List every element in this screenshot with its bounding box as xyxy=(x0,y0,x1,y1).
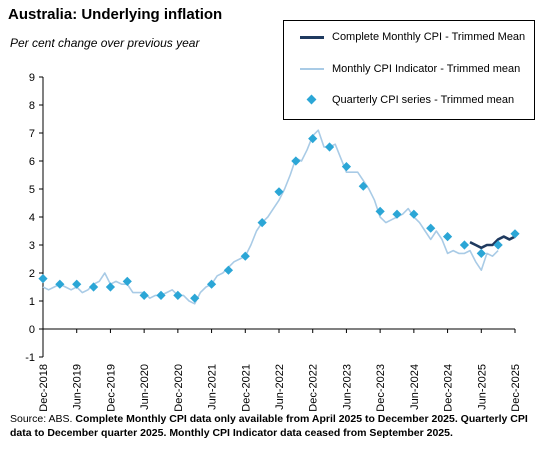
quarterly-point xyxy=(358,181,368,191)
quarterly-point xyxy=(38,274,48,284)
x-tick-label: Dec-2022 xyxy=(308,364,320,412)
y-tick-label: 3 xyxy=(29,240,35,252)
chart-legend: Complete Monthly CPI - Trimmed Mean Mont… xyxy=(283,20,535,120)
x-tick-label: Dec-2019 xyxy=(105,364,117,412)
series-line-monthly-indicator xyxy=(42,129,499,305)
chart-subtitle: Per cent change over previous year xyxy=(10,36,200,50)
legend-item-quarterly: Quarterly CPI series - Trimmed mean xyxy=(296,94,514,106)
y-tick-label: -1 xyxy=(25,352,35,364)
x-tick-label: Jun-2019 xyxy=(72,364,84,410)
legend-swatch-thin-line xyxy=(296,63,328,75)
y-tick-label: 0 xyxy=(29,324,35,336)
y-tick-label: 5 xyxy=(29,184,35,196)
x-tick-label: Dec-2025 xyxy=(510,364,522,412)
quarterly-point xyxy=(72,279,82,289)
quarterly-point xyxy=(426,223,436,233)
y-tick-label: 7 xyxy=(29,128,35,140)
y-tick-label: 9 xyxy=(29,72,35,84)
y-tick-label: 8 xyxy=(29,100,35,112)
y-tick-label: 4 xyxy=(29,212,35,224)
x-tick-label: Jun-2022 xyxy=(274,364,286,410)
y-tick-label: 6 xyxy=(29,156,35,168)
chart-axes: -1 0 1 2 3 4 5 6 7 8 9 Dec-2018 Jun-2019 Dec-2019 Jun-… xyxy=(25,72,522,412)
quarterly-point xyxy=(122,276,132,286)
quarterly-point xyxy=(324,142,335,152)
y-tick-label: 2 xyxy=(29,268,35,280)
quarterly-point xyxy=(308,134,318,144)
x-tick-label: Dec-2024 xyxy=(443,364,455,412)
quarterly-point xyxy=(240,251,250,261)
quarterly-point xyxy=(476,248,486,258)
x-tick-label: Dec-2021 xyxy=(240,364,252,412)
quarterly-point xyxy=(291,156,301,166)
legend-swatch-thick-line xyxy=(296,31,328,43)
series-layer xyxy=(38,129,520,305)
quarterly-point xyxy=(510,229,520,239)
x-tick-label: Dec-2023 xyxy=(375,364,387,412)
legend-item-monthly-indicator: Monthly CPI Indicator - Trimmed mean xyxy=(296,63,520,75)
quarterly-point xyxy=(409,209,419,219)
quarterly-point xyxy=(375,206,385,216)
x-tick-label: Jun-2020 xyxy=(139,364,151,410)
quarterly-point xyxy=(459,240,470,250)
y-tick-label: 1 xyxy=(29,296,35,308)
x-tick-label: Jun-2023 xyxy=(341,364,353,410)
quarterly-point xyxy=(156,290,166,300)
quarterly-point xyxy=(442,232,453,242)
quarterly-point xyxy=(105,282,116,292)
quarterly-point xyxy=(88,282,99,292)
legend-label: Complete Monthly CPI - Trimmed Mean xyxy=(332,31,526,43)
quarterly-point xyxy=(139,290,149,300)
source-note: Source: ABS. Complete Monthly CPI data o… xyxy=(10,412,540,440)
quarterly-point xyxy=(173,290,183,300)
x-tick-label: Jun-2025 xyxy=(476,364,488,410)
x-tick-label: Jun-2021 xyxy=(207,364,219,410)
source-prefix: Source: ABS. xyxy=(10,413,73,425)
x-tick-label: Dec-2020 xyxy=(173,364,185,412)
quarterly-point xyxy=(190,293,200,303)
series-line-complete-monthly xyxy=(469,235,516,250)
quarterly-point xyxy=(257,218,267,228)
quarterly-point xyxy=(392,209,402,219)
quarterly-point xyxy=(55,279,65,289)
legend-item-complete-monthly: Complete Monthly CPI - Trimmed Mean xyxy=(296,31,525,43)
source-text: Complete Monthly CPI data only available… xyxy=(10,413,528,439)
chart-title: Australia: Underlying inflation xyxy=(8,6,223,23)
quarterly-point xyxy=(341,162,352,172)
quarterly-point xyxy=(493,240,503,250)
quarterly-point xyxy=(274,187,284,197)
legend-label: Monthly CPI Indicator - Trimmed mean xyxy=(332,63,521,75)
legend-swatch-diamond xyxy=(296,94,328,106)
legend-label: Quarterly CPI series - Trimmed mean xyxy=(332,94,515,106)
x-tick-label: Jun-2024 xyxy=(409,364,421,410)
x-tick-label: Dec-2018 xyxy=(38,364,50,412)
quarterly-point xyxy=(223,265,234,275)
quarterly-point xyxy=(206,279,217,289)
